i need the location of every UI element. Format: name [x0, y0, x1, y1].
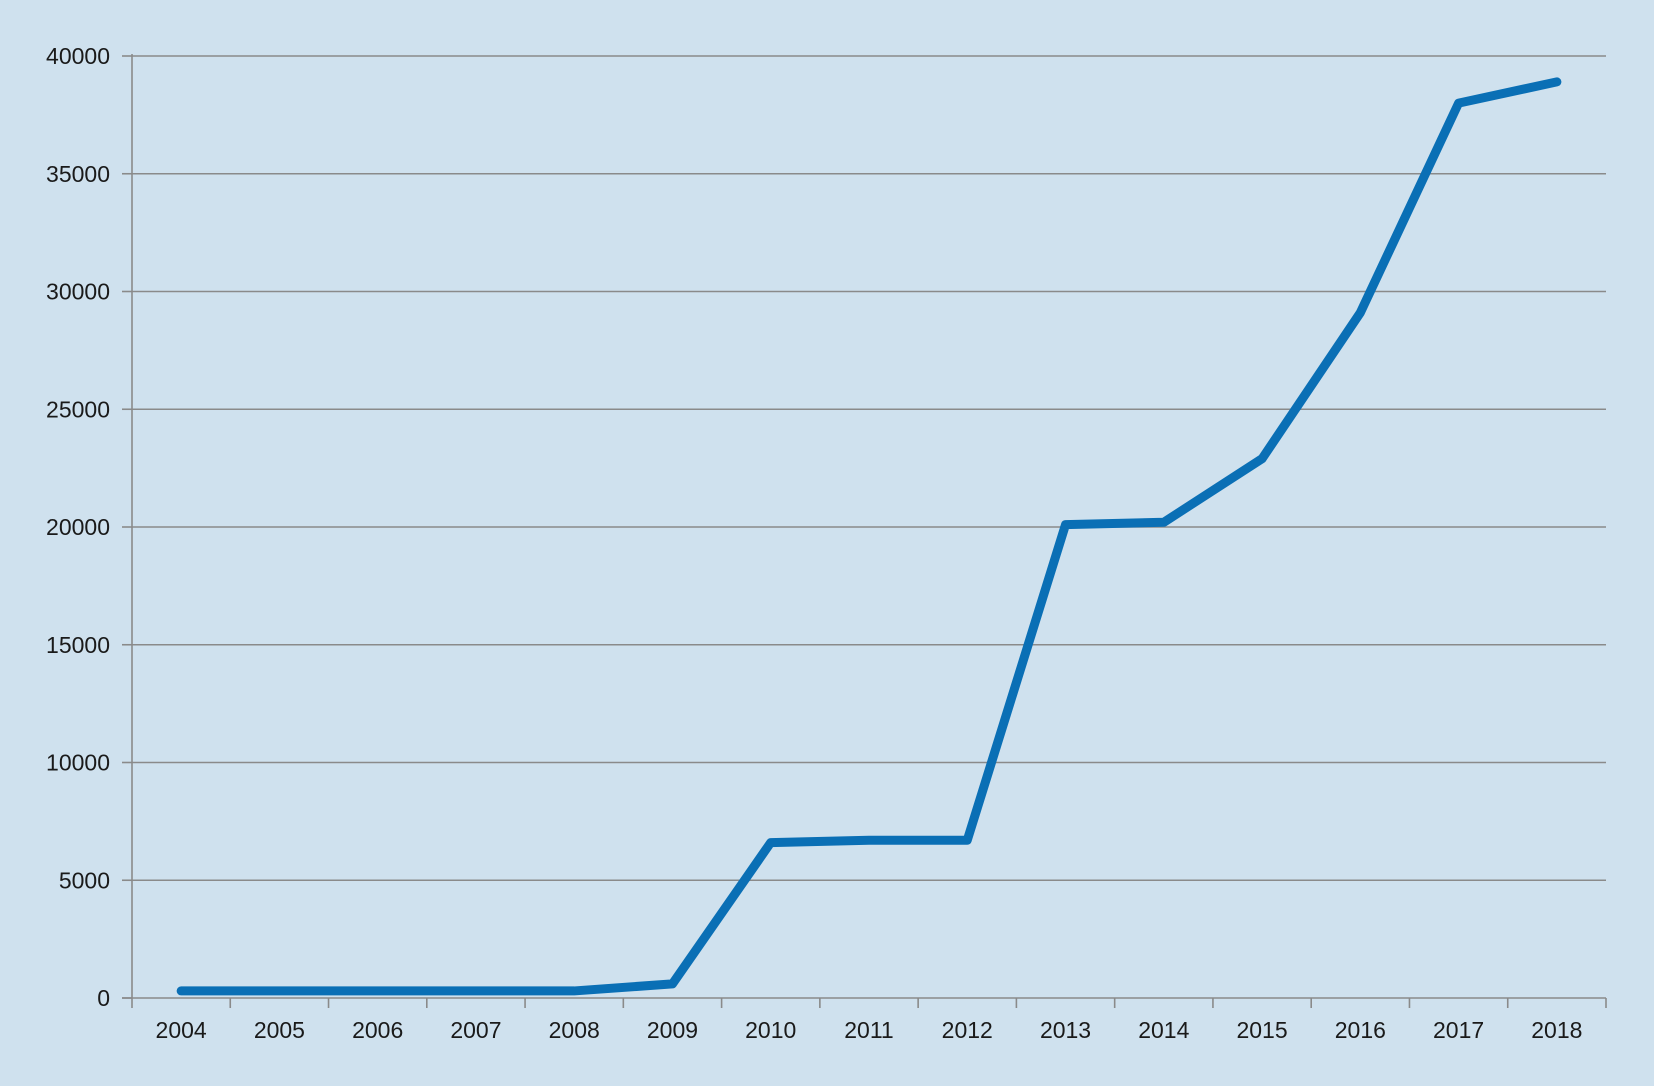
x-tick-label: 2005 [254, 1017, 305, 1043]
y-tick-label: 40000 [46, 43, 110, 69]
x-tick-label: 2007 [450, 1017, 501, 1043]
x-tick-label: 2015 [1236, 1017, 1287, 1043]
x-tick-label: 2017 [1433, 1017, 1484, 1043]
x-tick-label: 2008 [549, 1017, 600, 1043]
y-tick-label: 0 [97, 985, 110, 1011]
y-tick-label: 15000 [46, 632, 110, 658]
y-tick-label: 30000 [46, 279, 110, 305]
x-tick-label: 2004 [156, 1017, 207, 1043]
y-tick-label: 10000 [46, 750, 110, 776]
x-tick-label: 2012 [942, 1017, 993, 1043]
x-axis-ticks: 2004 2005 2006 2007 2008 2009 2010 2011 2012 2013… [131, 998, 1607, 1043]
series-group [176, 77, 1562, 996]
y-tick-label: 20000 [46, 514, 110, 540]
x-tick-label: 2011 [844, 1017, 893, 1043]
x-tick-label: 2013 [1040, 1017, 1091, 1043]
axes [122, 54, 1606, 999]
x-tick-label: 2014 [1138, 1017, 1189, 1043]
y-tick-label: 5000 [59, 867, 110, 893]
y-axis-ticks: 0 5000 10000 15000 20000 25000 30000 35000 40000 [46, 43, 132, 1011]
x-tick-label: 2009 [647, 1017, 698, 1043]
x-tick-label: 2010 [745, 1017, 796, 1043]
y-tick-label: 35000 [46, 161, 110, 187]
x-tick-label: 2018 [1531, 1017, 1582, 1043]
x-tick-label: 2016 [1335, 1017, 1386, 1043]
x-tick-label: 2006 [352, 1017, 403, 1043]
gridlines [132, 55, 1606, 882]
series-line-0 [176, 77, 1562, 996]
y-tick-label: 25000 [46, 396, 110, 422]
